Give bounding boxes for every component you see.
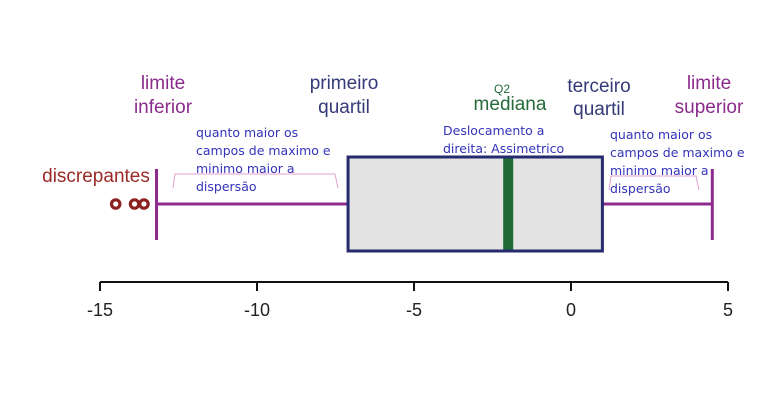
third-quartile-label: quartil <box>573 99 625 120</box>
interquartile-box <box>346 155 604 253</box>
note-line: campos de maximo e <box>196 143 331 158</box>
x-tick-label: -15 <box>87 300 113 320</box>
note-line: dispersão <box>610 181 671 196</box>
note-line: quanto maior os <box>196 125 298 140</box>
x-tick-label: 5 <box>723 300 733 320</box>
left-whisker-note: quanto maior os campos de maximo e minim… <box>196 125 331 194</box>
left-whisker-bracket <box>172 173 339 189</box>
median-bar <box>503 158 514 250</box>
median-label: mediana <box>474 94 547 115</box>
note-line: Deslocamento a <box>443 123 544 138</box>
note-line: campos de maximo e <box>610 145 745 160</box>
x-tick-label: 0 <box>566 300 576 320</box>
q2-label: Q2 <box>494 82 510 96</box>
outlier-points <box>109 198 150 210</box>
first-quartile-label: primeiro <box>310 73 379 94</box>
note-line: direita: Assimetrico <box>443 141 564 156</box>
right-whisker-bracket <box>608 175 700 191</box>
x-tick-label: -5 <box>406 300 422 320</box>
x-tick-label: -10 <box>244 300 270 320</box>
note-line: minimo maior a <box>196 161 295 176</box>
upper-limit-label: superior <box>675 97 744 118</box>
outlier-point <box>138 198 150 210</box>
outliers-label: discrepantes <box>42 166 150 187</box>
lower-limit-label: limite <box>141 73 185 94</box>
note-line: dispersão <box>196 179 257 194</box>
first-quartile-label: quartil <box>318 97 370 118</box>
upper-limit-label: limite <box>687 73 731 94</box>
x-axis-ticks: -15 -10 -5 0 5 <box>87 282 733 320</box>
note-line: minimo maior a <box>610 163 709 178</box>
right-whisker-note: quanto maior os campos de maximo e minim… <box>610 127 745 196</box>
note-line: quanto maior os <box>610 127 712 142</box>
lower-limit-label: inferior <box>134 97 193 118</box>
outlier-point <box>109 198 122 210</box>
third-quartile-label: terceiro <box>567 76 630 97</box>
shift-note: Deslocamento a direita: Assimetrico <box>443 123 564 156</box>
outlier-point <box>128 198 141 210</box>
